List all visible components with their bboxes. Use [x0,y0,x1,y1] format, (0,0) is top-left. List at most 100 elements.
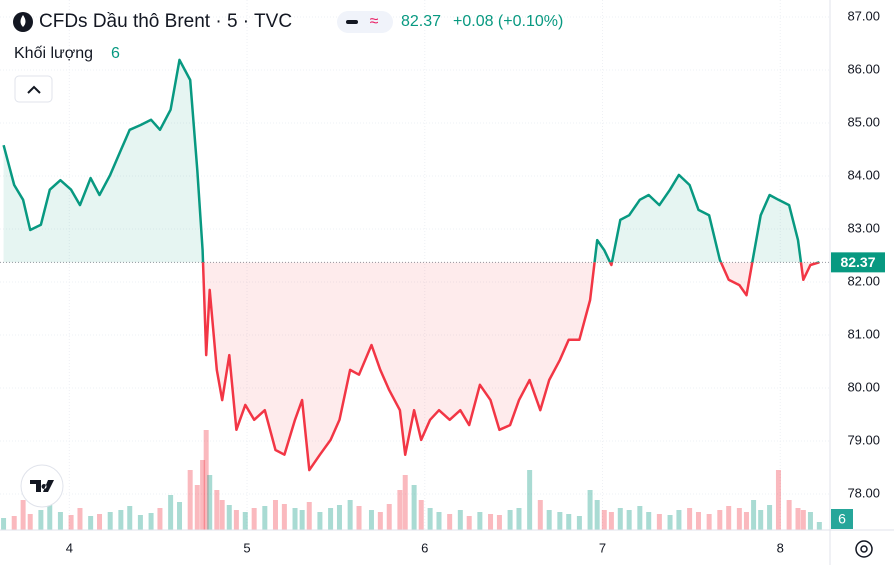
volume-bar [299,510,305,530]
volume-bar [97,514,103,530]
volume-bar [566,514,572,530]
volume-bar [646,512,652,530]
y-tick-label: 87.00 [847,8,880,23]
volume-bar [194,485,200,530]
volume-bar [587,490,593,530]
volume-bar [347,500,353,530]
x-tick-label: 6 [421,540,428,555]
volume-bar [411,485,417,530]
volume-bar [77,508,83,530]
volume-bar [214,490,220,530]
volume-bar [187,470,193,530]
volume-bar [427,508,433,530]
volume-bar [107,512,113,530]
area-fill [203,262,820,471]
price-badge-label: 82.37 [840,254,875,270]
volume-bar [272,500,278,530]
volume-bar [608,512,614,530]
volume-bar [726,506,732,530]
volume-bar [736,508,742,530]
volume-bar [168,495,174,530]
volume-bar [200,460,206,530]
x-tick-label: 7 [599,540,606,555]
volume-bar [57,512,63,530]
volume-bar [386,504,392,530]
collapse-icon [27,85,41,94]
volume-bar [687,508,693,530]
volume-bar [775,470,781,530]
volume-bar [207,475,213,530]
volume-bar [27,514,33,530]
volume-bar [127,506,133,530]
volume-bar [557,512,563,530]
volume-bar [676,510,682,530]
volume-bar [233,510,239,530]
volume-bar [667,515,673,530]
volume-bar [807,512,813,530]
volume-bar [262,506,268,530]
y-tick-label: 84.00 [847,167,880,182]
price-badge [831,252,885,273]
volume-bar [743,512,749,530]
volume-bar [38,510,44,530]
y-tick-label: 80.00 [847,379,880,394]
settings-button[interactable] [855,540,873,558]
volume-bar [418,500,424,530]
volume-value: 6 [111,45,120,62]
volume-badge [831,509,853,529]
volume-bar [306,502,312,530]
symbol-icon [20,15,26,27]
volume-bar [576,516,582,530]
volume-bar [356,506,362,530]
volume-bar [1,518,7,530]
volume-bar [695,512,701,530]
volume-bar [118,510,124,530]
volume-bar [816,522,822,530]
volume-bar [328,508,334,530]
volume-bar [466,516,472,530]
volume-bar [601,510,607,530]
y-tick-label: 81.00 [847,326,880,341]
status-icon: ≈ [370,13,379,30]
y-tick-label: 78.00 [847,485,880,500]
volume-label: Khối lượng [14,45,93,62]
price: 82.37 [401,13,441,30]
y-tick-label: 83.00 [847,220,880,235]
volume-bar [751,500,757,530]
volume-bar [626,510,632,530]
volume-bar [292,508,298,530]
chart-title: CFDs Dầu thô Brent · 5 · TVC [39,11,292,32]
volume-bar [148,513,154,530]
volume-bar [546,510,552,530]
volume-bar [447,514,453,530]
volume-bar [281,504,287,530]
volume-bar [219,500,225,530]
y-tick-label: 85.00 [847,114,880,129]
volume-bar [516,508,522,530]
volume-bar [637,506,643,530]
volume-bar [402,475,408,530]
volume-bar [767,505,773,530]
volume-bar [397,490,403,530]
x-tick-label: 8 [777,540,784,555]
volume-bar [795,508,801,530]
collapse-button[interactable] [14,75,53,103]
volume-bar [537,500,543,530]
volume-bar [786,500,792,530]
volume-bar [656,514,662,530]
volume-bar [137,515,143,530]
volume-bar [706,514,712,530]
volume-bar [617,508,623,530]
y-tick-label: 79.00 [847,432,880,447]
volume-bar [488,514,494,530]
volume-bar [251,508,257,530]
volume-bar [157,508,163,530]
volume-bar [436,512,442,530]
price-line [201,262,820,472]
volume-bar [507,510,513,530]
volume-bar [68,515,74,530]
volume-bar [47,505,53,530]
volume-bar [496,515,502,530]
volume-bar [368,510,374,530]
